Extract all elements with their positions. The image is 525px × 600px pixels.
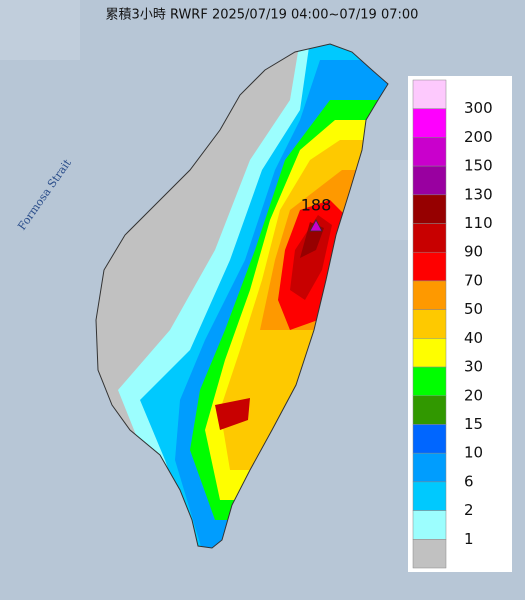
legend-swatch xyxy=(412,79,447,109)
legend-swatch xyxy=(412,510,447,540)
legend-label: 300 xyxy=(464,99,493,117)
legend-swatch xyxy=(412,452,447,483)
legend-swatch xyxy=(412,108,447,138)
legend-label: 1 xyxy=(464,530,474,548)
legend-label: 200 xyxy=(464,128,493,146)
legend-label: 6 xyxy=(464,472,474,490)
legend-label: 90 xyxy=(464,243,483,261)
legend-label: 150 xyxy=(464,157,493,175)
legend-label: 30 xyxy=(464,358,483,376)
legend-swatch xyxy=(412,395,447,425)
band-90 xyxy=(290,215,332,300)
legend-swatch xyxy=(412,194,447,224)
legend-swatch xyxy=(412,223,447,253)
legend-label: 50 xyxy=(464,300,483,318)
legend-swatch xyxy=(412,309,447,339)
map-title: 累積3小時 RWRF 2025/07/19 04:00~07/19 07:00 xyxy=(106,8,419,23)
legend-swatch xyxy=(412,481,447,511)
legend-swatch xyxy=(412,137,447,167)
legend-swatch xyxy=(412,338,447,368)
peak-marker xyxy=(309,219,323,232)
legend-swatch xyxy=(412,539,447,569)
legend-swatch xyxy=(412,424,447,454)
legend: 300 200 150 130 110 90 70 50 40 30 20 15 10 6 2 1 xyxy=(412,79,493,569)
legend-label: 70 xyxy=(464,271,483,289)
legend-label: 15 xyxy=(464,415,483,433)
legend-swatch xyxy=(412,280,447,310)
legend-label: 10 xyxy=(464,444,483,462)
legend-label: 2 xyxy=(464,501,474,519)
legend-swatch xyxy=(412,366,447,397)
legend-swatch xyxy=(412,165,447,196)
legend-label: 20 xyxy=(464,386,483,404)
legend-label: 110 xyxy=(464,214,493,232)
legend-label: 40 xyxy=(464,329,483,347)
band-90 xyxy=(215,398,250,430)
legend-label: 130 xyxy=(464,185,493,203)
coastline xyxy=(95,43,389,549)
sea-texture xyxy=(0,0,80,60)
peak-label: 188 xyxy=(301,196,332,215)
legend-swatch xyxy=(412,251,447,282)
